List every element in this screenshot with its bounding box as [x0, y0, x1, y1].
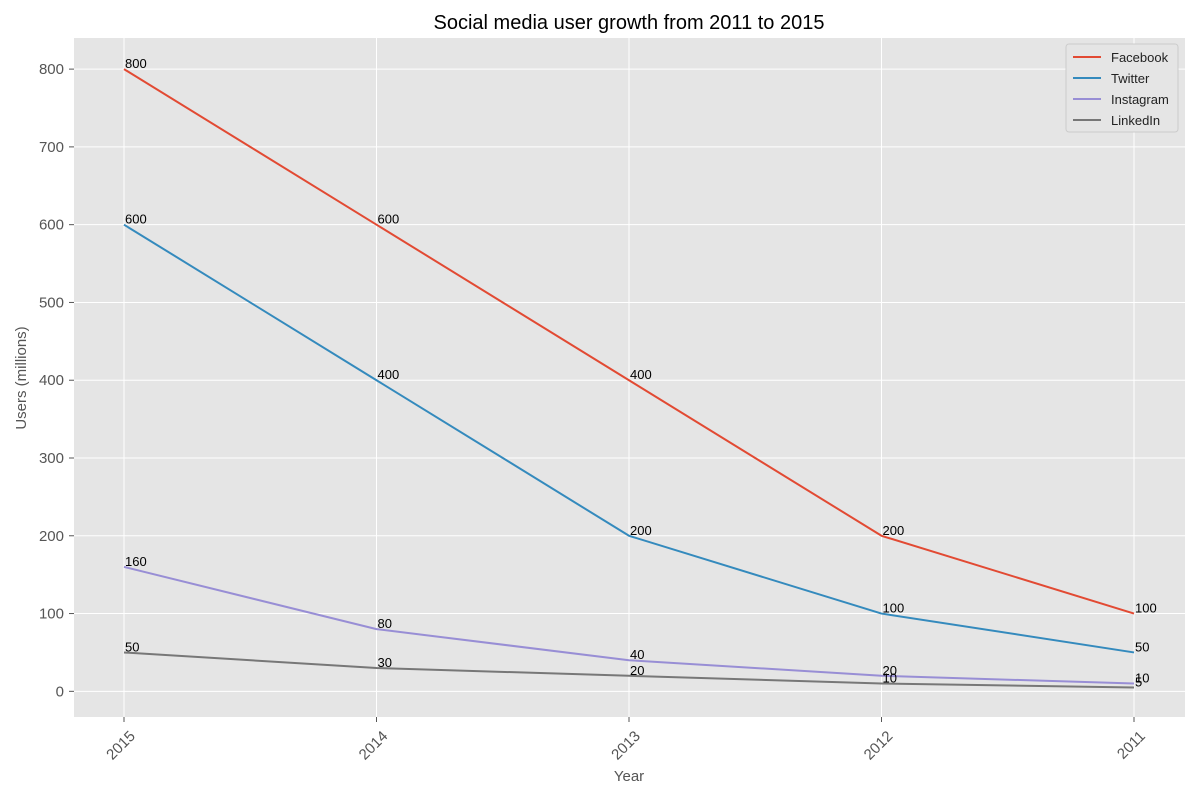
data-label-linkedin: 5 [1135, 674, 1142, 689]
data-label-twitter: 100 [883, 601, 905, 616]
legend-label-instagram: Instagram [1111, 92, 1169, 107]
data-label-instagram: 160 [125, 554, 147, 569]
y-tick-label: 800 [39, 61, 64, 78]
data-label-twitter: 600 [125, 212, 147, 227]
data-label-twitter: 50 [1135, 639, 1149, 654]
x-tick-label: 2014 [356, 728, 392, 764]
legend-box [1065, 43, 1179, 133]
data-label-linkedin: 10 [883, 671, 897, 686]
x-tick-label: 2013 [608, 728, 644, 764]
x-axis-label: Year [614, 768, 644, 785]
data-label-linkedin: 50 [125, 639, 139, 654]
chart-title: Social media user growth from 2011 to 20… [434, 12, 825, 34]
legend-label-facebook: Facebook [1111, 50, 1169, 65]
legend: Facebook Twitter Instagram LinkedIn [1065, 43, 1179, 133]
data-label-facebook: 800 [125, 56, 147, 71]
data-label-instagram: 10 [1135, 671, 1149, 686]
data-label-instagram: 20 [883, 663, 897, 678]
x-tick-label: 2012 [861, 728, 897, 764]
data-label-facebook: 400 [630, 367, 652, 382]
x-tick-label: 2011 [1114, 728, 1149, 763]
data-label-instagram: 40 [630, 647, 644, 662]
data-label-instagram: 80 [378, 616, 392, 631]
data-label-facebook: 200 [883, 523, 905, 538]
data-label-twitter: 400 [378, 367, 400, 382]
y-tick-label: 700 [39, 139, 64, 156]
data-label-facebook: 600 [378, 212, 400, 227]
data-label-linkedin: 30 [378, 655, 392, 670]
y-tick-label: 300 [39, 450, 64, 467]
y-axis-label: Users (millions) [13, 326, 30, 429]
legend-label-linkedin: LinkedIn [1111, 113, 1160, 128]
series-line-twitter [123, 223, 1135, 654]
y-tick-label: 500 [39, 294, 64, 311]
data-labels-layer: 8006004002001006004002001005016080402010… [125, 56, 1157, 689]
y-tick-label: 0 [56, 683, 64, 700]
data-label-linkedin: 20 [630, 663, 644, 678]
series-line-facebook [123, 68, 1135, 615]
y-tick-label: 400 [39, 372, 64, 389]
data-label-twitter: 200 [630, 523, 652, 538]
y-tick-label: 200 [39, 528, 64, 545]
series-line-linkedin [123, 651, 1135, 689]
y-tick-label: 600 [39, 217, 64, 234]
series-line-instagram [123, 565, 1135, 685]
data-label-facebook: 100 [1135, 601, 1157, 616]
y-tick-label: 100 [39, 606, 64, 623]
x-tick-label: 2015 [103, 728, 139, 764]
legend-label-twitter: Twitter [1111, 71, 1150, 86]
series-layer [123, 68, 1135, 689]
